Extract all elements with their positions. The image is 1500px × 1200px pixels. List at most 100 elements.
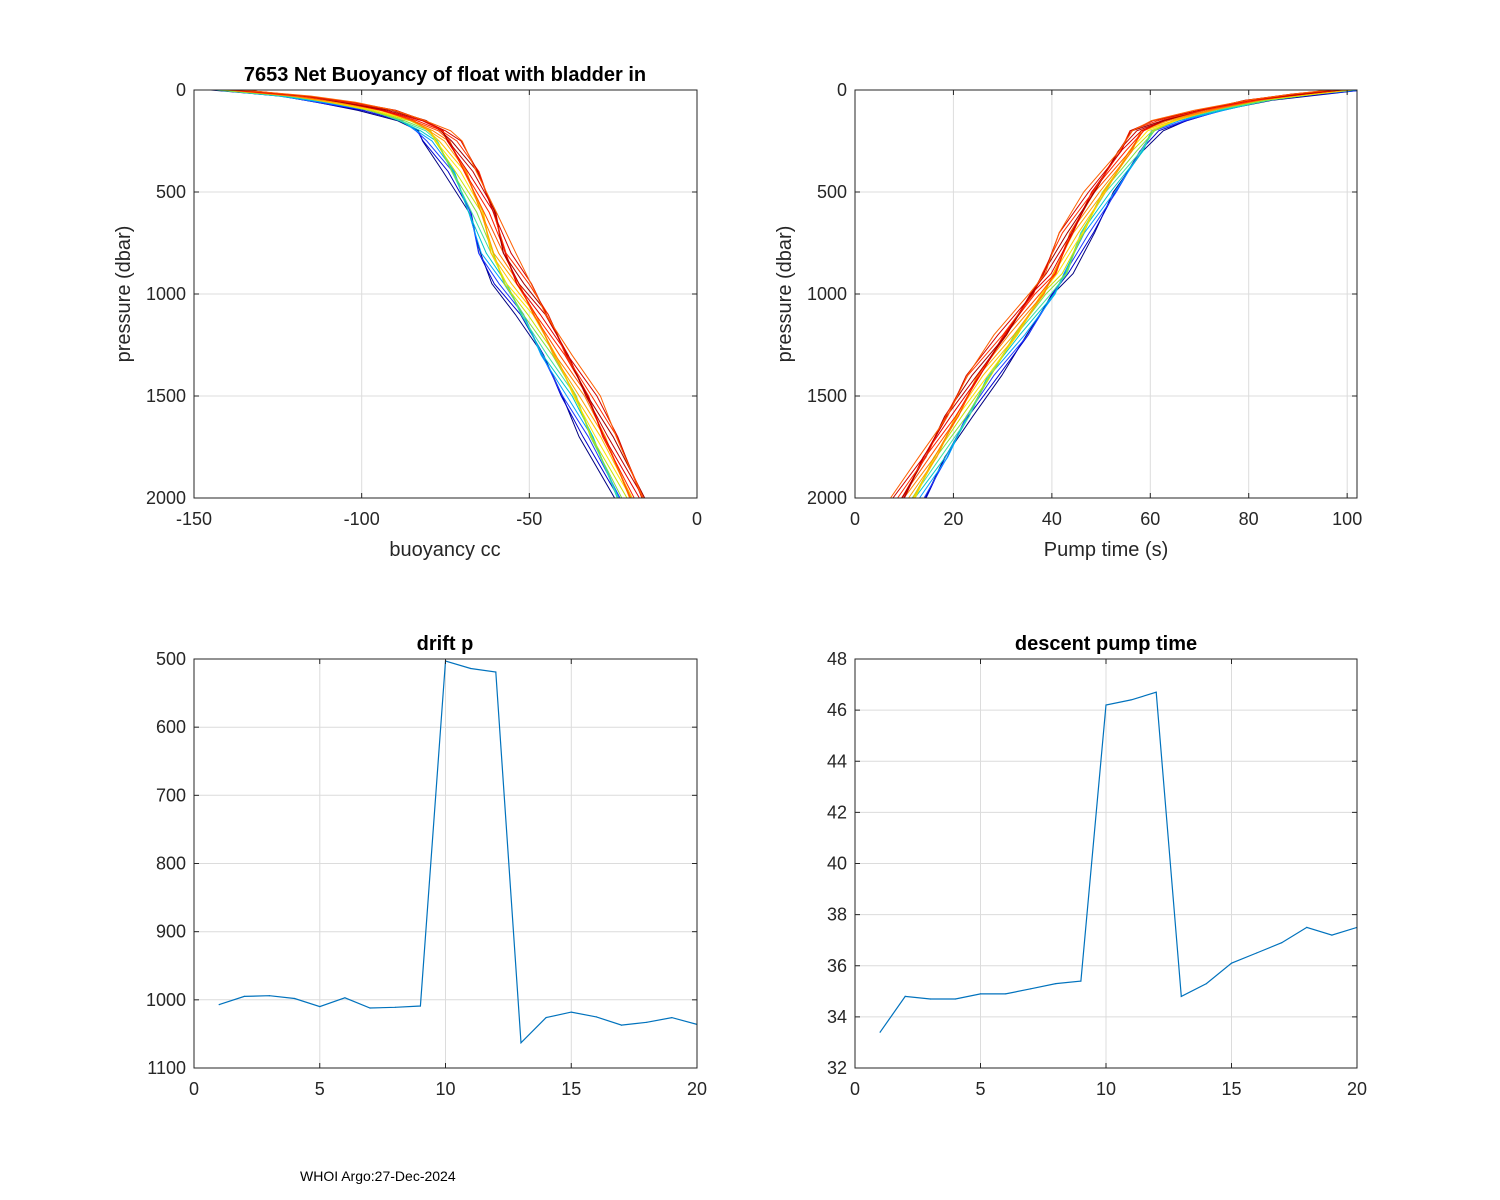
drift-data-point (344, 997, 346, 999)
drift-ytick-label: 500 (156, 649, 186, 669)
buoyancy-x-axis-label: buoyancy cc (389, 539, 500, 561)
pumptime-ytick-label: 1000 (807, 284, 847, 304)
drift-data-point (620, 1024, 623, 1026)
descent-pump-time-chart: descent pump time 0 5 10 15 20 32 34 36 38 40 42 44… (827, 633, 1367, 1099)
descent-data-point (1306, 926, 1308, 929)
buoyancy-y-axis-label: pressure (dbar) (113, 226, 135, 363)
descent-series-line (879, 691, 1357, 1033)
pumptime-xtick-label: 0 (850, 509, 860, 529)
descent-data-point (929, 998, 931, 1000)
descent-data-point (1130, 699, 1132, 701)
buoyancy-ytick-label: 2000 (146, 488, 186, 508)
pumptime-xtick-label: 100 (1332, 509, 1362, 529)
drift-data-point (243, 995, 245, 998)
drift-data-point (570, 1011, 572, 1013)
drift-xtick-label: 0 (189, 1079, 199, 1099)
drift-ytick-label: 800 (156, 854, 186, 874)
descent-xtick-label: 15 (1221, 1079, 1241, 1099)
buoyancy-series (210, 90, 646, 498)
drift-ytick-label: 900 (156, 922, 186, 942)
pumptime-y-axis-label: pressure (dbar) (774, 226, 796, 363)
pumptime-profile-chart: Pump time (s) pressure (dbar) 0 20 40 60 80 1… (774, 80, 1362, 561)
drift-pressure-chart: drift p 0 5 10 15 20 500 600 700 800 900 1000 1100 (146, 633, 707, 1099)
drift-xtick-label: 10 (435, 1079, 455, 1099)
descent-series (879, 691, 1357, 1033)
descent-data-point (879, 1031, 881, 1033)
buoyancy-chart-title: 7653 Net Buoyancy of float with bladder … (244, 64, 646, 86)
descent-data-point (954, 998, 957, 1000)
buoyancy-xtick-label: -150 (176, 509, 212, 529)
footer-credit: WHOI Argo:27-Dec-2024 (300, 1168, 456, 1184)
pumptime-gridlines (854, 89, 1357, 499)
descent-chart-title: descent pump time (1015, 633, 1197, 655)
buoyancy-ytick-label: 0 (176, 80, 186, 100)
drift-data-point (520, 1042, 522, 1044)
descent-data-point (1105, 704, 1107, 706)
drift-data-point (671, 1017, 673, 1019)
pumptime-xtick-label: 20 (943, 509, 963, 529)
descent-data-point (979, 993, 982, 995)
descent-xtick-label: 20 (1347, 1079, 1367, 1099)
drift-xtick-label: 15 (561, 1079, 581, 1099)
buoyancy-ytick-label: 1000 (146, 284, 186, 304)
buoyancy-xtick-label: -50 (516, 509, 542, 529)
pumptime-series (890, 90, 1357, 498)
pumptime-ytick-label: 1500 (807, 386, 847, 406)
drift-ytick-label: 700 (156, 785, 186, 805)
drift-data-point (545, 1017, 547, 1019)
pumptime-profile-line (901, 90, 1339, 498)
descent-data-point (1080, 980, 1082, 982)
descent-data-point (904, 995, 906, 998)
descent-ytick-label: 42 (827, 802, 847, 822)
descent-ytick-label: 40 (827, 854, 847, 874)
drift-data-point (495, 671, 497, 673)
pumptime-ytick-label: 500 (817, 182, 847, 202)
descent-data-point (1205, 983, 1207, 985)
drift-ytick-label: 600 (156, 717, 186, 737)
buoyancy-xtick-label: -100 (344, 509, 380, 529)
descent-ytick-label: 38 (827, 905, 847, 925)
pumptime-profile-line (890, 90, 1329, 498)
descent-data-point (1256, 952, 1258, 954)
descent-ytick-label: 46 (827, 700, 847, 720)
descent-data-point (1180, 995, 1182, 998)
drift-ytick-label: 1100 (147, 1058, 186, 1078)
pumptime-x-axis-label: Pump time (s) (1044, 539, 1168, 561)
descent-data-point (1155, 691, 1157, 693)
pumptime-ytick-label: 0 (837, 80, 847, 100)
drift-ytick-label: 1000 (146, 990, 186, 1010)
descent-ytick-label: 32 (827, 1058, 847, 1078)
descent-xtick-label: 0 (850, 1079, 860, 1099)
pumptime-xtick-label: 80 (1239, 509, 1259, 529)
descent-xtick-label: 10 (1096, 1079, 1116, 1099)
buoyancy-profile-chart: 7653 Net Buoyancy of float with bladder … (113, 64, 702, 561)
descent-gridlines (854, 658, 1358, 1069)
buoyancy-xtick-label: 0 (692, 509, 702, 529)
descent-data-point (1331, 934, 1333, 936)
drift-data-point (294, 997, 296, 1000)
drift-xtick-label: 20 (687, 1079, 707, 1099)
drift-data-point (646, 1021, 648, 1023)
drift-data-point (419, 1005, 421, 1007)
drift-chart-title: drift p (417, 633, 474, 655)
descent-ytick-label: 36 (827, 956, 847, 976)
drift-xtick-label: 5 (315, 1079, 325, 1099)
descent-data-point (1005, 993, 1007, 995)
buoyancy-gridlines (193, 89, 698, 499)
drift-data-point (268, 995, 270, 997)
drift-data-point (218, 1004, 220, 1006)
descent-ytick-label: 44 (827, 751, 847, 771)
drift-data-point (470, 667, 472, 670)
pumptime-xtick-label: 60 (1140, 509, 1160, 529)
drift-data-point (319, 1006, 321, 1008)
drift-data-point (369, 1007, 371, 1009)
descent-data-point (1281, 942, 1283, 944)
pumptime-xtick-label: 40 (1042, 509, 1062, 529)
drift-data-point (394, 1006, 396, 1008)
descent-ytick-label: 34 (827, 1007, 847, 1027)
buoyancy-profile-line (240, 90, 644, 498)
pumptime-ytick-label: 2000 (807, 488, 847, 508)
descent-data-point (1030, 988, 1032, 990)
descent-ytick-label: 48 (827, 649, 847, 669)
descent-data-point (1230, 962, 1233, 964)
